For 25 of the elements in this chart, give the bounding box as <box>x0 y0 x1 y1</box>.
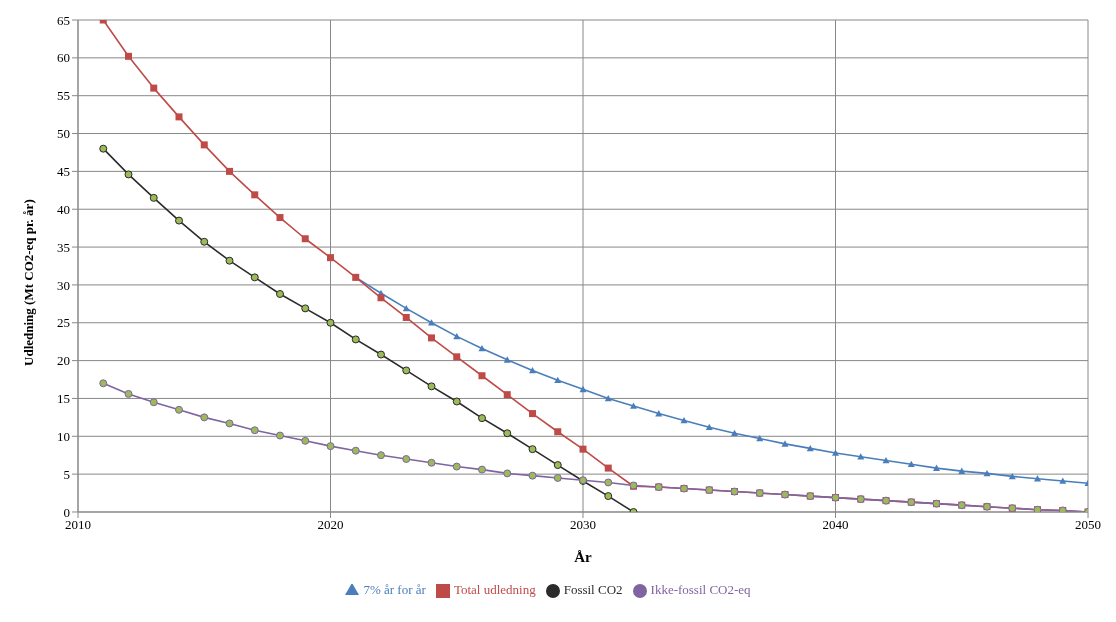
x-tick-label: 2020 <box>317 517 344 533</box>
x-axis-title: År <box>574 548 593 565</box>
legend-label: Total udledning <box>453 581 536 597</box>
x-tick-label: 2010 <box>65 517 91 533</box>
legend-label: Ikke-fossil CO2-eq <box>650 581 751 597</box>
y-tick-label: 55 <box>57 88 70 104</box>
y-tick-label: 50 <box>57 126 70 142</box>
y-tick-label: 0 <box>63 504 70 520</box>
x-tick-label: 2040 <box>822 517 849 533</box>
y-tick-label: 15 <box>57 391 70 407</box>
y-tick-label: 40 <box>57 201 70 217</box>
legend-label: Fossil CO2 <box>563 581 623 597</box>
legend-label: 7% år for år <box>363 581 426 597</box>
x-tick-label: 2050 <box>1075 517 1101 533</box>
y-tick-label: 45 <box>57 163 70 179</box>
y-tick-label: 10 <box>57 428 70 444</box>
y-tick-label: 25 <box>57 315 70 331</box>
y-tick-label: 5 <box>63 466 70 482</box>
y-tick-label: 60 <box>57 50 70 66</box>
y-tick-label: 35 <box>57 239 70 255</box>
y-axis-title: Udledning (Mt CO2-eq pr. år) <box>20 199 36 366</box>
y-tick-label: 20 <box>57 353 70 369</box>
y-tick-label: 65 <box>57 12 70 28</box>
x-tick-label: 2030 <box>570 517 596 533</box>
y-tick-label: 30 <box>57 277 70 293</box>
